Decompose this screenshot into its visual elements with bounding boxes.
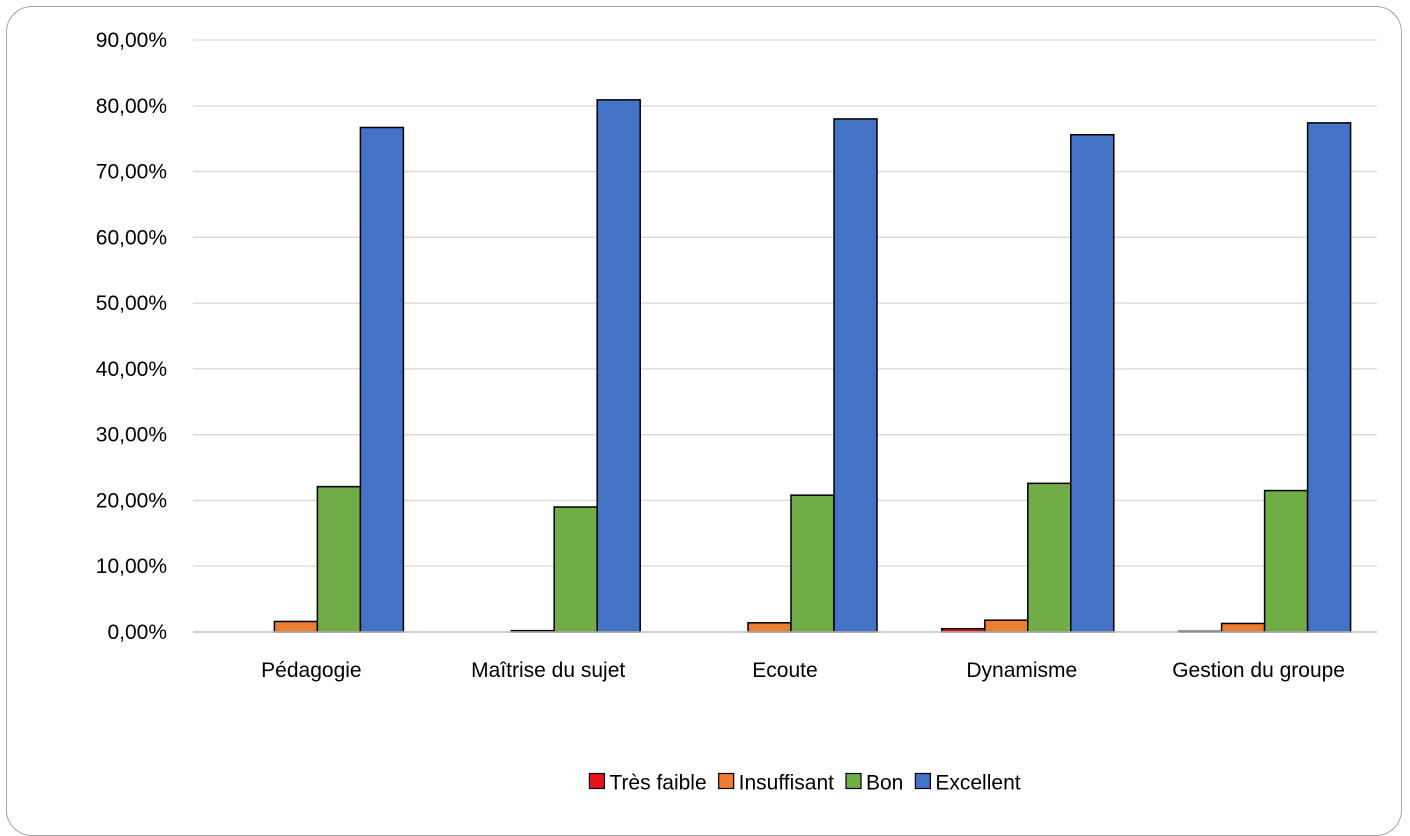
y-tick-label: 60,00% [96, 226, 167, 249]
legend-label: Insuffisant [739, 772, 835, 795]
y-tick-label: 20,00% [96, 489, 167, 512]
y-tick-label: 40,00% [96, 358, 167, 381]
legend-item-très-faible: Très faible [589, 772, 706, 795]
legend-swatch [719, 774, 734, 789]
legend-label: Excellent [935, 772, 1020, 795]
legend-swatch [589, 774, 604, 789]
x-axis-tick-labels: Pédagogie Maîtrise du sujet Ecoute Dynamism… [261, 659, 1345, 682]
y-tick-label: 90,00% [96, 29, 167, 52]
bar-insuffisant-5 [1222, 623, 1265, 632]
x-tick-label: Dynamisme [966, 659, 1077, 682]
legend-item-bon: Bon [846, 772, 903, 795]
bars [274, 100, 1350, 632]
x-tick-label: Ecoute [752, 659, 817, 682]
bar-excellent-1 [360, 127, 403, 632]
y-tick-label: 10,00% [96, 555, 167, 578]
bar-chart: 0,00% 10,00% 20,00% 30,00% 40,00% 50,00% 60,00… [0, 0, 1410, 816]
y-tick-label: 80,00% [96, 95, 167, 118]
bar-bon-5 [1265, 491, 1308, 632]
y-tick-label: 30,00% [96, 424, 167, 447]
bar-excellent-5 [1308, 123, 1351, 632]
y-axis-tick-labels: 0,00% 10,00% 20,00% 30,00% 40,00% 50,00% 60,00… [96, 29, 167, 644]
bar-excellent-3 [834, 119, 877, 632]
x-tick-label: Pédagogie [261, 659, 361, 682]
x-tick-label: Maîtrise du sujet [471, 659, 625, 682]
y-tick-label: 70,00% [96, 161, 167, 184]
legend: Très faible Insuffisant Bon Excellent [589, 772, 1020, 795]
y-tick-label: 0,00% [107, 621, 167, 644]
y-tick-label: 50,00% [96, 292, 167, 315]
legend-label: Très faible [609, 772, 706, 795]
bar-bon-3 [791, 495, 834, 632]
bar-excellent-2 [597, 100, 640, 632]
legend-label: Bon [866, 772, 903, 795]
bar-insuffisant-3 [748, 623, 791, 632]
bar-bon-2 [554, 507, 597, 632]
legend-item-insuffisant: Insuffisant [719, 772, 835, 795]
bar-excellent-4 [1071, 135, 1114, 632]
legend-swatch [915, 774, 930, 789]
legend-item-excellent: Excellent [915, 772, 1020, 795]
bar-bon-1 [317, 487, 360, 632]
legend-swatch [846, 774, 861, 789]
bar-insuffisant-4 [985, 620, 1028, 632]
x-tick-label: Gestion du groupe [1172, 659, 1345, 682]
bar-insuffisant-1 [274, 621, 317, 632]
bar-bon-4 [1028, 483, 1071, 632]
